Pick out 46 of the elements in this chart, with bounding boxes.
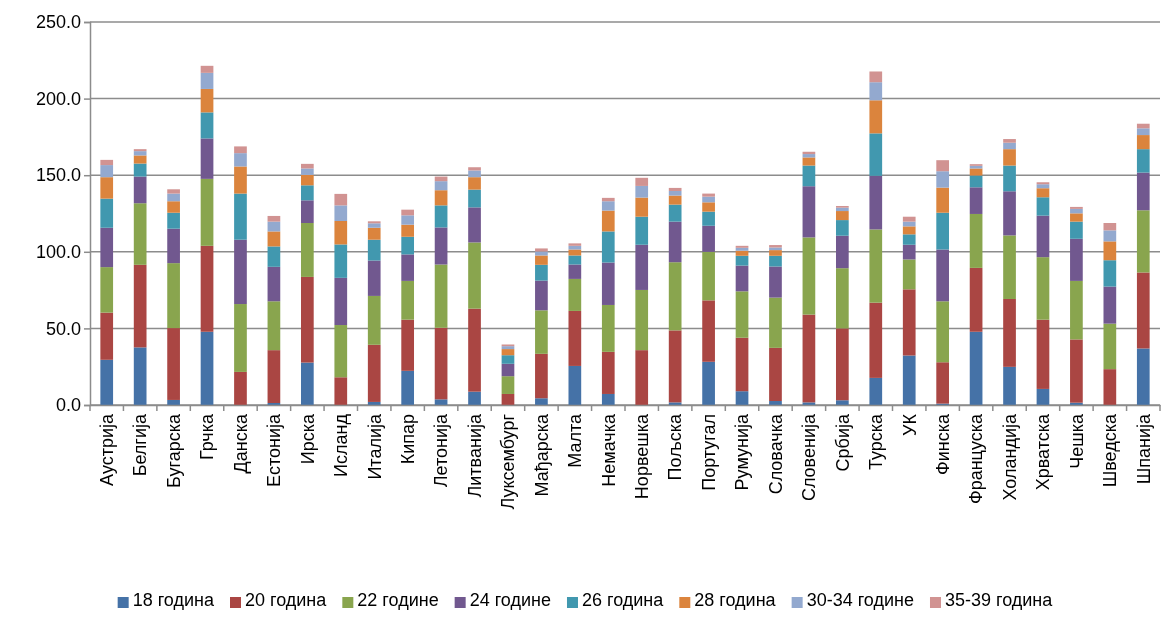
x-tick-label: Португал: [698, 414, 719, 491]
x-tick-label: Чешка: [1066, 413, 1087, 469]
legend-label: 20 година: [245, 590, 328, 610]
x-tick-label: Грчка: [197, 413, 218, 461]
x-tick-label: Естонија: [264, 413, 285, 487]
x-tick-label: Малта: [565, 413, 586, 468]
x-tick-label: Белгија: [130, 413, 151, 477]
x-tick-label: Турска: [866, 413, 887, 471]
legend-label: 22 године: [357, 590, 439, 610]
x-tick-label: УК: [899, 413, 920, 436]
x-tick-label: Луксембург: [498, 413, 519, 510]
x-tick-label: Ирска: [297, 413, 318, 465]
x-tick-label: Литванија: [464, 413, 485, 498]
x-tick-label: Словенија: [799, 413, 820, 502]
x-tick-label: Шведска: [1100, 413, 1121, 488]
x-tick-label: Норвешка: [632, 413, 653, 500]
x-tick-label: Шпанија: [1133, 413, 1154, 485]
x-tick-label: Мађарска: [531, 413, 552, 497]
y-tick-label: 0.0: [55, 395, 81, 416]
x-tick-label: Италија: [364, 413, 385, 480]
legend-label: 26 година: [581, 590, 665, 610]
x-tick-label: Летонија: [431, 413, 452, 488]
legend-label: 24 године: [469, 590, 551, 610]
legend-label: 28 година: [694, 590, 777, 610]
y-tick-label: 150.0: [35, 165, 81, 186]
x-tick-label: Кипар: [397, 414, 418, 465]
x-tick-label: Пољска: [665, 413, 686, 481]
x-tick-label: Немачка: [598, 413, 619, 487]
x-tick-label: Француска: [966, 413, 987, 505]
x-tick-label: Румунија: [732, 413, 753, 491]
y-tick-label: 100.0: [35, 242, 81, 263]
x-tick-label: Холандија: [999, 413, 1020, 501]
x-tick-label: Бугарска: [163, 413, 184, 488]
y-tick-label: 200.0: [35, 88, 81, 109]
y-tick-label: 250.0: [35, 12, 81, 33]
x-tick-label: Исланд: [331, 413, 352, 477]
legend-label: 30-34 године: [806, 590, 914, 610]
x-tick-label: Данска: [230, 413, 251, 474]
legend-label: 35-39 година: [944, 590, 1054, 610]
y-tick-label: 50.0: [45, 318, 81, 339]
x-tick-label: Аустрија: [97, 413, 118, 486]
x-tick-label: Финска: [932, 413, 953, 475]
x-tick-label: Словачка: [765, 413, 786, 495]
x-tick-label: Србија: [832, 413, 853, 472]
x-tick-label: Хрватска: [1033, 413, 1054, 491]
legend-label: 18 година: [132, 590, 215, 610]
